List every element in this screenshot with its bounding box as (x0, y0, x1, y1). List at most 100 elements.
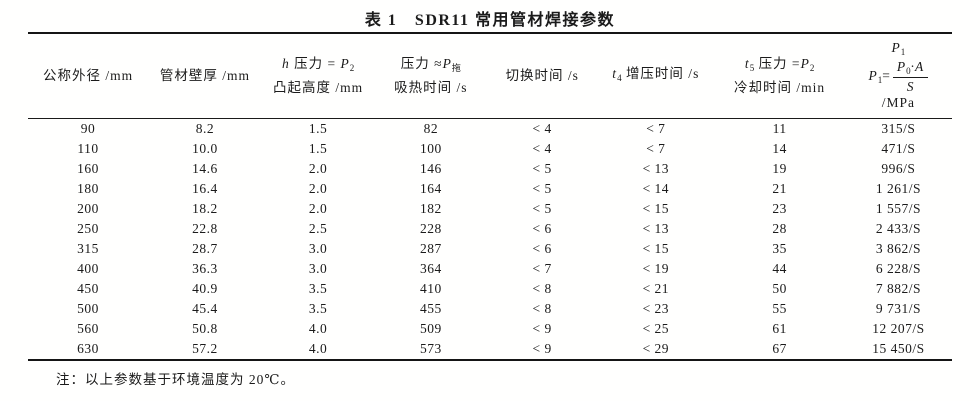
header-cooling-time: t5 压力 =P2 冷却时间 /min (714, 33, 845, 119)
table-cell: < 15 (642, 201, 670, 216)
table-cell: 18.2 (192, 201, 218, 216)
table-cell: 2.0 (308, 161, 328, 176)
table-cell: 315/S (881, 121, 916, 136)
table-cell: < 4 (532, 121, 552, 136)
table-body: 90 8.2 1.5 82 < 4 < 7 11 315/S 110 10.0 1.5 100 < 4 <… (28, 119, 952, 361)
table-cell: 22.8 (192, 221, 218, 236)
table-cell: 44 (772, 261, 787, 276)
table-cell: 23 (772, 201, 787, 216)
table-row: 200 18.2 2.0 182 < 5 < 15 23 1 557/S (28, 199, 952, 219)
table-cell: 471/S (881, 141, 916, 156)
table-cell: < 6 (532, 241, 552, 256)
table-cell: 146 (419, 161, 442, 176)
table-cell: 12 207/S (872, 321, 925, 336)
table-cell: 164 (419, 181, 442, 196)
table-cell: < 5 (532, 161, 552, 176)
table-cell: 450 (77, 281, 99, 296)
table-cell: 14 (772, 141, 787, 156)
formula-fraction: P0·A S (892, 59, 929, 95)
table-cell: 90 (80, 121, 96, 136)
table-row: 400 36.3 3.0 364 < 7 < 19 44 6 228/S (28, 259, 952, 279)
table-cell: < 15 (642, 241, 670, 256)
table-cell: 110 (77, 141, 99, 156)
header-soak-time: 压力 ≈P拖 吸热时间 /s (374, 33, 488, 119)
table-cell: < 21 (642, 281, 670, 296)
table-title: 表 1 SDR11 常用管材焊接参数 (364, 12, 616, 29)
table-cell: 287 (419, 241, 442, 256)
table-cell: 3.0 (308, 261, 328, 276)
header-changeover-time: 切换时间 /s (487, 33, 598, 119)
table-cell: 2.0 (308, 201, 328, 216)
table-cell: 57.2 (192, 341, 218, 356)
parameters-table-wrap: 公称外径 /mm 管材壁厚 /mm h 压力 = P2 凸起高度 /mm 压力 … (28, 32, 952, 361)
header-bead-height: h 压力 = P2 凸起高度 /mm (261, 33, 375, 119)
table-cell: 315 (77, 241, 99, 256)
table-cell: 180 (77, 181, 99, 196)
table-cell: 509 (419, 321, 442, 336)
formula-lhs: P1= (868, 68, 891, 86)
table-cell: 36.3 (192, 261, 218, 276)
table-cell: 2.5 (308, 221, 328, 236)
table-cell: 45.4 (192, 301, 218, 316)
table-cell: 4.0 (308, 341, 328, 356)
table-cell: 4.0 (308, 321, 328, 336)
parameters-table: 公称外径 /mm 管材壁厚 /mm h 压力 = P2 凸起高度 /mm 压力 … (28, 32, 952, 361)
table-cell: 400 (77, 261, 99, 276)
table-cell: < 8 (532, 301, 552, 316)
table-cell: 82 (423, 121, 439, 136)
table-cell: 573 (419, 341, 442, 356)
table-row: 560 50.8 4.0 509 < 9 < 25 61 12 207/S (28, 319, 952, 339)
table-cell: < 7 (646, 141, 666, 156)
table-row: 500 45.4 3.5 455 < 8 < 23 55 9 731/S (28, 299, 952, 319)
table-row: 630 57.2 4.0 573 < 9 < 29 67 15 450/S (28, 339, 952, 360)
table-cell: < 13 (642, 221, 670, 236)
table-cell: 7 882/S (875, 281, 921, 296)
table-cell: 15 450/S (872, 341, 925, 356)
table-row: 90 8.2 1.5 82 < 4 < 7 11 315/S (28, 119, 952, 140)
table-cell: 3.0 (308, 241, 328, 256)
table-row: 450 40.9 3.5 410 < 8 < 21 50 7 882/S (28, 279, 952, 299)
header-nominal-od: 公称外径 /mm (28, 33, 149, 119)
table-cell: < 6 (532, 221, 552, 236)
table-cell: 21 (772, 181, 787, 196)
table-cell: 11 (772, 121, 787, 136)
table-cell: < 5 (532, 181, 552, 196)
table-cell: 19 (772, 161, 787, 176)
table-cell: 67 (772, 341, 787, 356)
table-cell: < 13 (642, 161, 670, 176)
table-cell: 455 (419, 301, 442, 316)
table-cell: 1.5 (308, 141, 328, 156)
table-cell: 35 (772, 241, 787, 256)
table-cell: 28 (772, 221, 787, 236)
table-cell: 996/S (881, 161, 916, 176)
table-cell: < 4 (532, 141, 552, 156)
table-row: 180 16.4 2.0 164 < 5 < 14 21 1 261/S (28, 179, 952, 199)
table-cell: 50.8 (192, 321, 218, 336)
table-cell: 3.5 (308, 281, 328, 296)
table-cell: 61 (772, 321, 787, 336)
table-row: 110 10.0 1.5 100 < 4 < 7 14 471/S (28, 139, 952, 159)
table-cell: < 7 (646, 121, 666, 136)
table-cell: < 29 (642, 341, 670, 356)
table-cell: 2 433/S (875, 221, 921, 236)
table-cell: < 9 (532, 321, 552, 336)
header-pressure-build-time: t4 增压时间 /s (597, 33, 715, 119)
table-header: 公称外径 /mm 管材壁厚 /mm h 压力 = P2 凸起高度 /mm 压力 … (28, 33, 952, 119)
table-cell: 16.4 (192, 181, 218, 196)
table-cell: 1 261/S (875, 181, 921, 196)
table-cell: 560 (77, 321, 99, 336)
table-cell: 55 (772, 301, 787, 316)
table-cell: 1 557/S (875, 201, 921, 216)
table-cell: < 14 (642, 181, 670, 196)
table-cell: 200 (77, 201, 99, 216)
table-row: 315 28.7 3.0 287 < 6 < 15 35 3 862/S (28, 239, 952, 259)
table-cell: < 25 (642, 321, 670, 336)
table-cell: < 19 (642, 261, 670, 276)
table-cell: 630 (77, 341, 99, 356)
table-cell: 364 (419, 261, 442, 276)
table-row: 250 22.8 2.5 228 < 6 < 13 28 2 433/S (28, 219, 952, 239)
table-cell: 9 731/S (875, 301, 921, 316)
table-cell: 100 (419, 141, 442, 156)
table-row: 160 14.6 2.0 146 < 5 < 13 19 996/S (28, 159, 952, 179)
table-cell: 2.0 (308, 181, 328, 196)
